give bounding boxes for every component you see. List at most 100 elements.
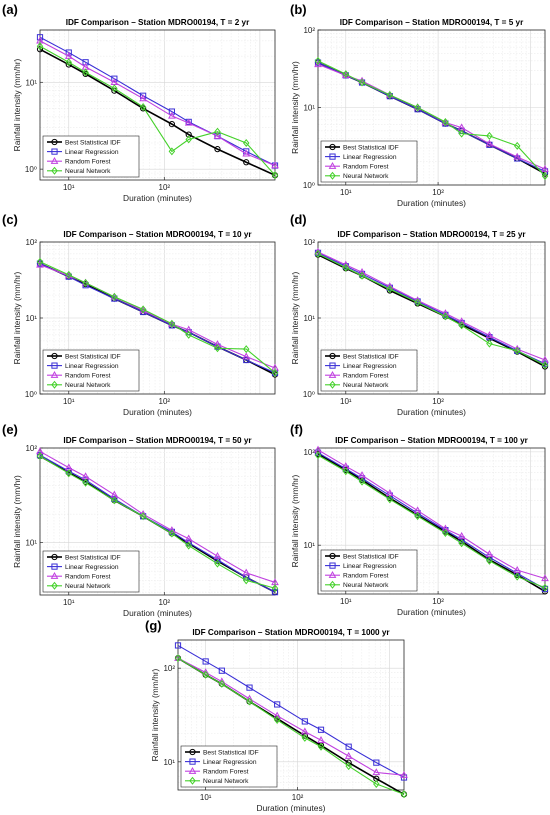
- series-line: [39, 48, 276, 177]
- x-axis-label: Duration (minutes): [397, 407, 466, 417]
- chart-panel: (e) IDF Comparison – Station MDRO00194, T…: [2, 422, 279, 618]
- data-point: [513, 565, 522, 573]
- y-tick-label: 10²: [303, 238, 315, 247]
- data-point: [202, 658, 209, 665]
- series-line: [39, 36, 276, 167]
- data-point: [174, 653, 182, 661]
- data-point: [485, 139, 494, 147]
- legend-label: Neural Network: [343, 582, 389, 589]
- data-point: [458, 539, 465, 548]
- legend-marker: [51, 380, 58, 389]
- axes-frame: [39, 447, 276, 596]
- chart-title: IDF Comparison – Station MDRO00194, T = …: [340, 18, 524, 27]
- data-point: [485, 550, 494, 557]
- legend-entry: Best Statistical IDF: [325, 143, 399, 151]
- series-line: [317, 60, 546, 177]
- y-tick-label: 10²: [303, 26, 315, 35]
- legend-label: Best Statistical IDF: [203, 749, 259, 756]
- legend-label: Neural Network: [343, 173, 389, 180]
- series-line: [317, 449, 546, 580]
- data-point: [400, 770, 408, 778]
- data-point: [400, 791, 408, 798]
- data-point: [541, 361, 549, 370]
- legend-box: [42, 550, 140, 593]
- data-point: [317, 742, 325, 751]
- data-point: [513, 572, 521, 581]
- panel-label: (d): [290, 212, 307, 227]
- axes-frame: [39, 29, 276, 181]
- data-point: [111, 84, 118, 93]
- legend-entry: Neural Network: [325, 380, 389, 389]
- data-point: [184, 534, 193, 542]
- legend-entry: Best Statistical IDF: [325, 552, 399, 560]
- panel-label: (a): [2, 2, 18, 17]
- legend-label: Neural Network: [203, 778, 249, 785]
- series: [174, 653, 408, 778]
- legend-marker: [329, 580, 336, 589]
- legend-box: [320, 140, 418, 183]
- legend-marker: [329, 552, 336, 560]
- series: [174, 654, 408, 799]
- data-point: [271, 161, 279, 169]
- legend-marker: [329, 143, 336, 151]
- data-point: [271, 589, 279, 596]
- y-tick-label: 10¹: [25, 539, 37, 548]
- legend-marker: [328, 570, 337, 578]
- legend-label: Random Forest: [343, 373, 389, 380]
- data-point: [373, 759, 380, 766]
- x-tick-label: 10¹: [340, 188, 352, 197]
- data-point: [218, 667, 225, 674]
- legend-marker: [188, 766, 197, 774]
- data-point: [174, 642, 182, 649]
- data-point: [414, 298, 421, 307]
- series: [36, 257, 279, 377]
- data-point: [358, 271, 366, 280]
- data-point: [486, 339, 493, 348]
- data-point: [271, 584, 279, 593]
- data-point: [111, 75, 118, 82]
- x-tick-label: 10²: [159, 598, 171, 607]
- legend-label: Linear Regression: [65, 564, 119, 571]
- series-line: [317, 452, 546, 590]
- data-point: [485, 331, 494, 339]
- legend: Best Statistical IDF Linear Regression Ran…: [180, 745, 278, 788]
- chart-panel: (b) IDF Comparison – Station MDRO00194, T…: [290, 2, 549, 208]
- data-point: [65, 270, 73, 279]
- y-tick-label: 10²: [25, 238, 37, 247]
- x-axis-label: Duration (minutes): [123, 407, 192, 417]
- data-point: [342, 263, 350, 272]
- series-line: [317, 252, 546, 365]
- series-line: [177, 644, 405, 778]
- legend-label: Best Statistical IDF: [65, 554, 121, 561]
- data-point: [242, 149, 251, 157]
- legend-label: Linear Regression: [343, 363, 397, 370]
- legend-label: Best Statistical IDF: [343, 144, 399, 151]
- series-line: [39, 40, 276, 167]
- legend-entry: Neural Network: [325, 171, 389, 180]
- y-tick-label: 10¹: [303, 104, 315, 113]
- chart-panel: (c) IDF Comparison – Station MDRO00194, T…: [2, 212, 279, 417]
- series: [36, 34, 279, 169]
- series: [174, 642, 408, 781]
- data-point: [65, 49, 72, 56]
- data-point: [442, 529, 449, 538]
- data-point: [174, 654, 182, 663]
- data-point: [218, 679, 226, 688]
- y-axis-label: Rainfall intensity (mm/hr): [12, 58, 22, 151]
- legend-box: [320, 549, 418, 592]
- data-point: [400, 790, 408, 799]
- legend-label: Best Statistical IDF: [65, 139, 121, 146]
- series: [36, 452, 279, 593]
- data-point: [273, 715, 281, 724]
- data-point: [373, 779, 380, 788]
- series-line: [177, 657, 405, 776]
- data-point: [274, 701, 281, 708]
- legend-label: Random Forest: [65, 159, 111, 166]
- x-tick-label: 10¹: [63, 183, 75, 192]
- y-tick-label: 10²: [25, 444, 37, 453]
- data-point: [242, 345, 250, 354]
- data-point: [458, 321, 465, 330]
- legend: Best Statistical IDF Linear Regression Ran…: [320, 349, 418, 392]
- data-point: [185, 135, 192, 144]
